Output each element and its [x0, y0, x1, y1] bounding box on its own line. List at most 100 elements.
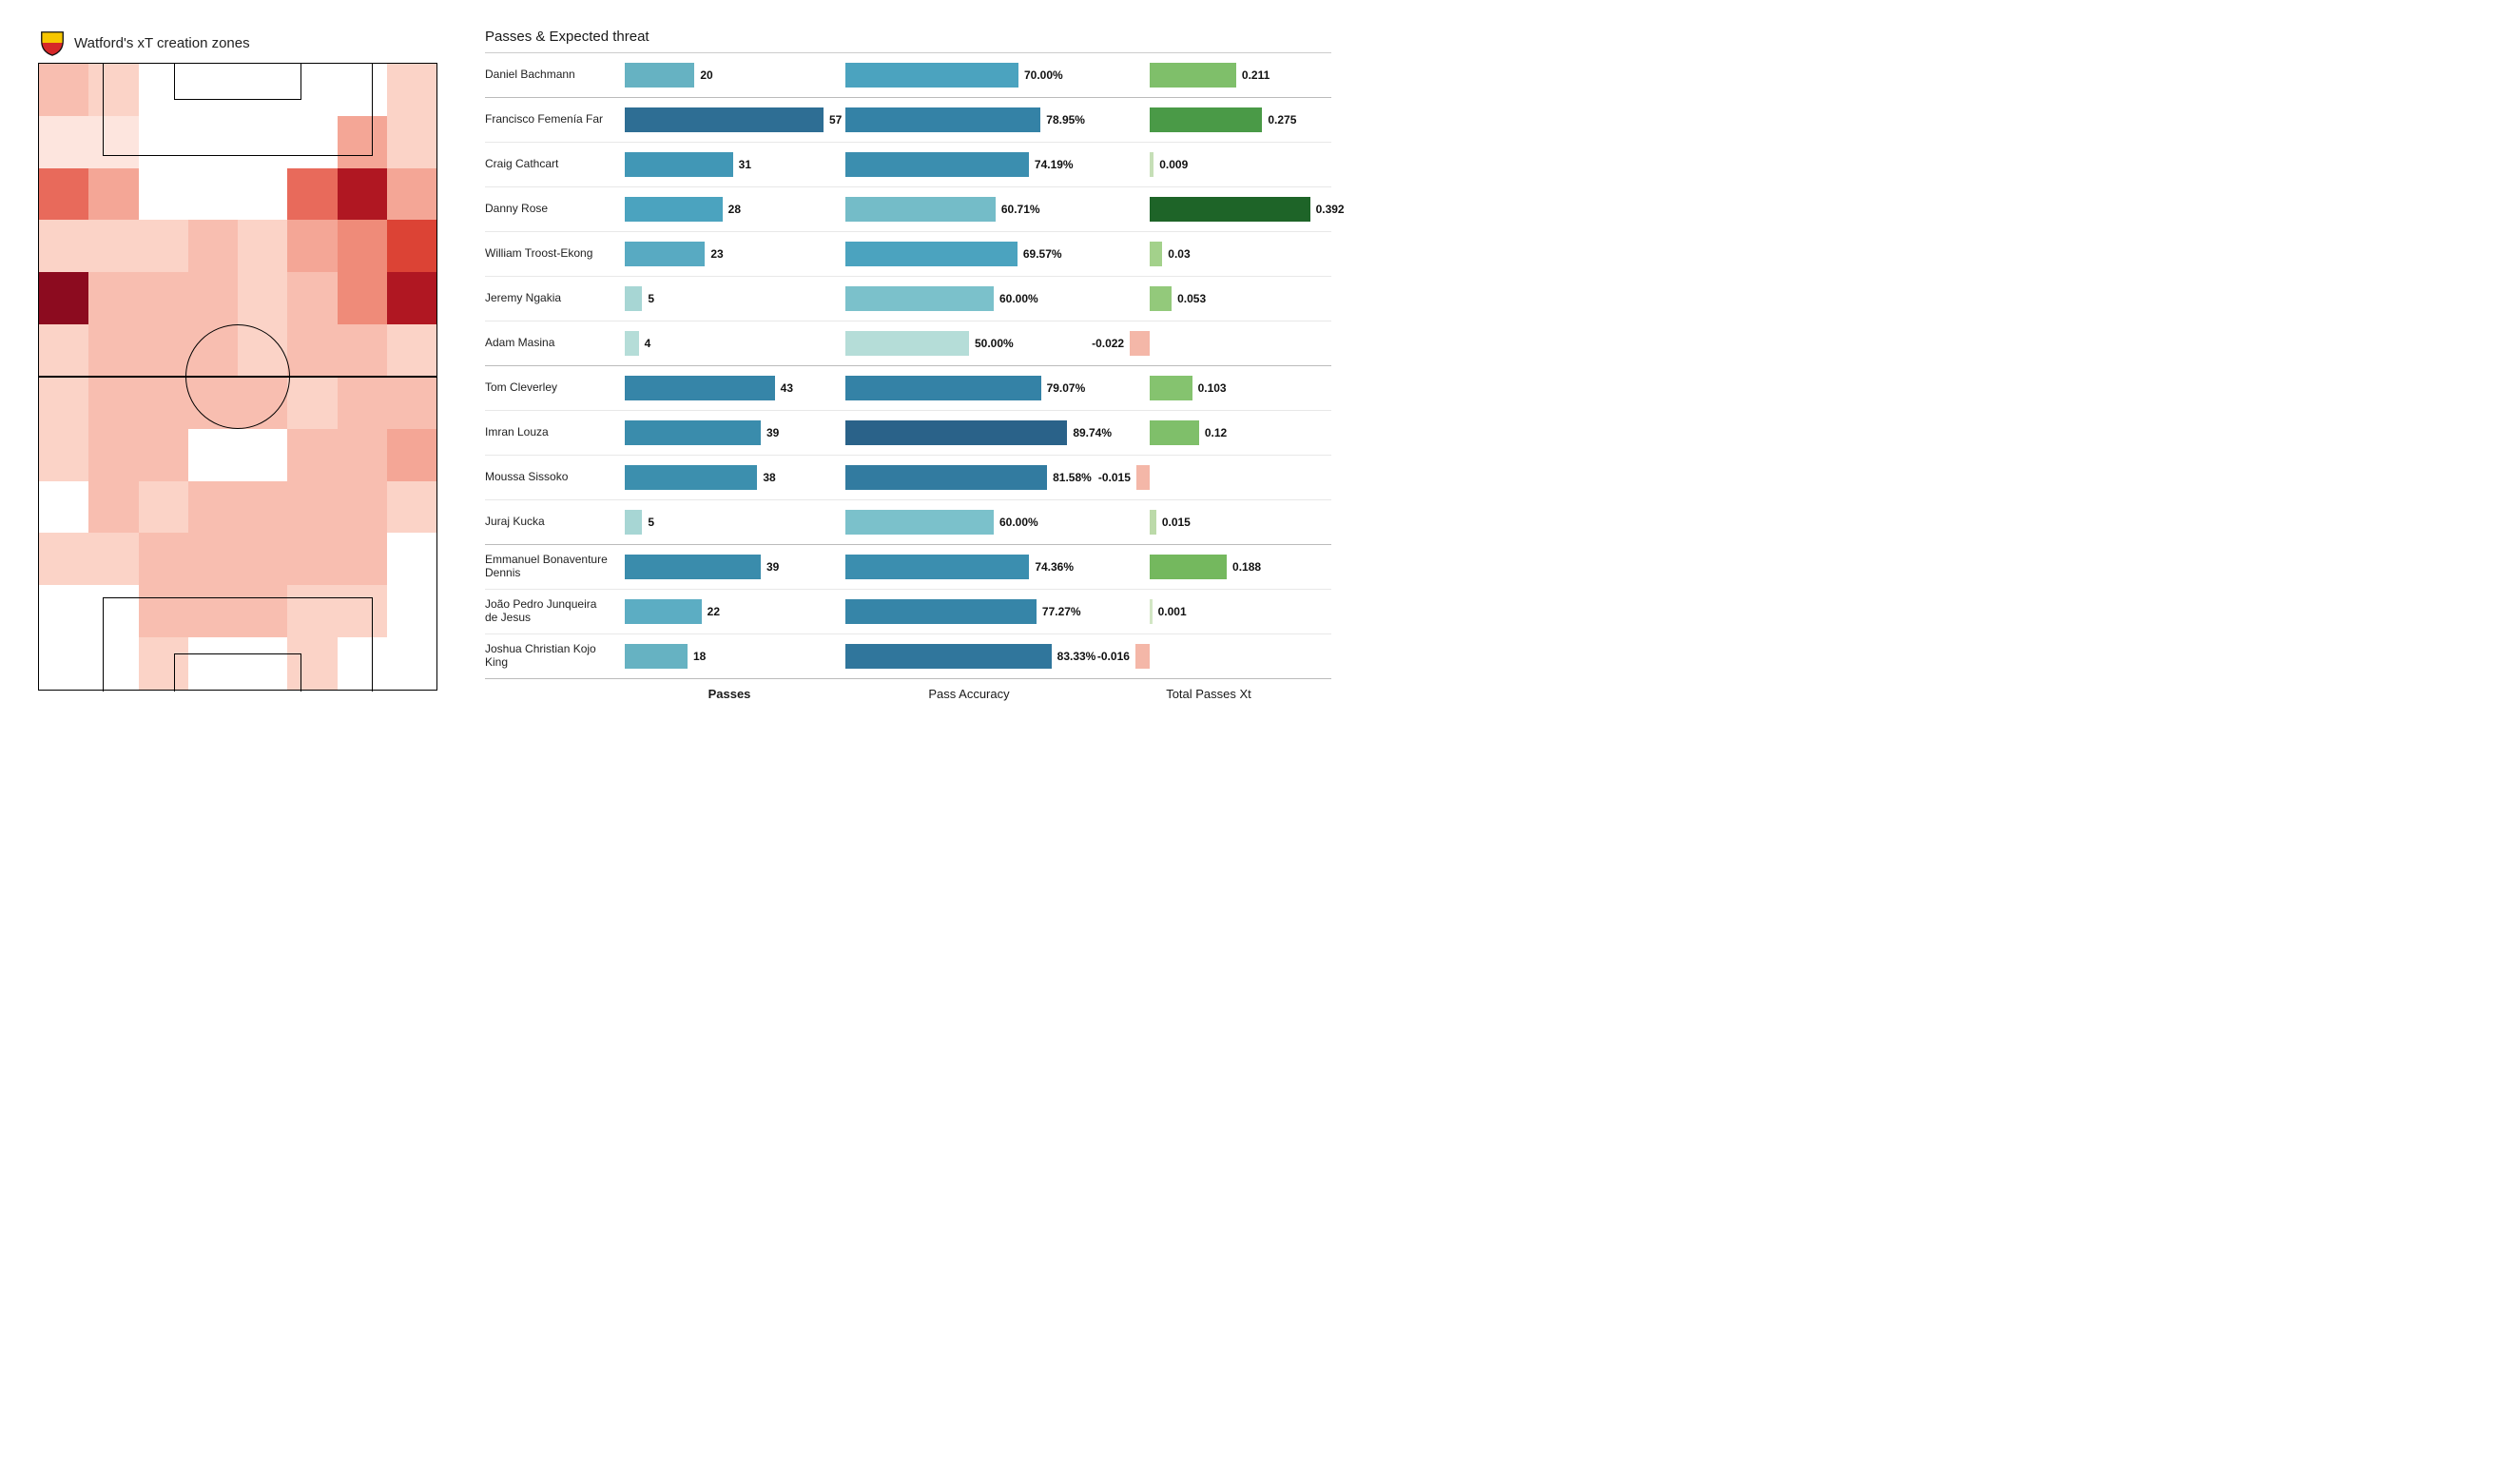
heatmap-cell	[188, 637, 238, 690]
heatmap-cell	[139, 324, 188, 377]
heatmap-cell	[188, 64, 238, 116]
passes-value: 28	[728, 203, 741, 216]
player-row: Daniel Bachmann2070.00%0.211	[485, 53, 1331, 98]
accuracy-bar: 83.33%	[845, 644, 1093, 669]
passes-value: 5	[648, 292, 654, 305]
passes-value: 57	[829, 113, 842, 127]
passes-value: 39	[766, 426, 779, 439]
accuracy-value: 60.00%	[999, 292, 1038, 305]
xt-value: 0.211	[1242, 68, 1270, 82]
heatmap-cell	[88, 168, 138, 221]
passes-value: 23	[710, 247, 723, 261]
accuracy-bar: 74.19%	[845, 152, 1093, 177]
heatmap-cell	[188, 324, 238, 377]
player-row: Jeremy Ngakia560.00%0.053	[485, 277, 1331, 322]
heatmap-cell	[139, 533, 188, 585]
heatmap-cell	[238, 377, 287, 429]
heatmap-cell	[238, 272, 287, 324]
heatmap-cell	[88, 324, 138, 377]
heatmap-cell	[287, 481, 337, 534]
accuracy-bar: 81.58%	[845, 465, 1093, 490]
accuracy-value: 77.27%	[1042, 605, 1081, 618]
xt-bar: -0.016	[1104, 644, 1313, 669]
heatmap-cell	[287, 64, 337, 116]
pitch-heatmap	[38, 63, 437, 691]
heatmap-cell	[238, 481, 287, 534]
heatmap-cell	[338, 64, 387, 116]
passes-value: 43	[781, 381, 793, 395]
heatmap-cell	[188, 429, 238, 481]
accuracy-bar: 69.57%	[845, 242, 1093, 266]
xt-value: -0.016	[1097, 650, 1130, 663]
player-name: Danny Rose	[485, 203, 613, 216]
heatmap-cell	[188, 533, 238, 585]
xt-value: 0.001	[1158, 605, 1187, 618]
passes-bar: 20	[625, 63, 834, 88]
heatmap-cell	[39, 481, 88, 534]
passes-value: 31	[739, 158, 751, 171]
heatmap-cell	[139, 429, 188, 481]
heatmap-cell	[39, 533, 88, 585]
passes-bar: 22	[625, 599, 834, 624]
passes-bar: 18	[625, 644, 834, 669]
heatmap-cell	[287, 533, 337, 585]
heatmap-cell	[188, 481, 238, 534]
player-name: Joshua Christian Kojo King	[485, 643, 613, 670]
heatmap-grid	[39, 64, 436, 690]
heatmap-cell	[338, 637, 387, 690]
heatmap-cell	[238, 429, 287, 481]
accuracy-bar: 50.00%	[845, 331, 1093, 356]
accuracy-bar: 79.07%	[845, 376, 1093, 400]
axis-labels: Passes Pass Accuracy Total Passes Xt	[485, 687, 1331, 701]
passes-value: 5	[648, 516, 654, 529]
heatmap-header: Watford's xT creation zones	[38, 29, 447, 57]
accuracy-value: 74.19%	[1035, 158, 1074, 171]
heatmap-cell	[387, 533, 436, 585]
heatmap-cell	[338, 585, 387, 637]
player-name: Daniel Bachmann	[485, 68, 613, 82]
heatmap-cell	[139, 220, 188, 272]
heatmap-cell	[139, 637, 188, 690]
heatmap-cell	[39, 220, 88, 272]
player-row: Juraj Kucka560.00%0.015	[485, 500, 1331, 545]
accuracy-bar: 60.71%	[845, 197, 1093, 222]
heatmap-cell	[287, 168, 337, 221]
player-name: Moussa Sissoko	[485, 471, 613, 484]
heatmap-cell	[238, 324, 287, 377]
player-name: Emmanuel Bonaventure Dennis	[485, 554, 613, 580]
xt-bar: 0.03	[1104, 242, 1313, 266]
heatmap-cell	[88, 64, 138, 116]
player-row: Moussa Sissoko3881.58%-0.015	[485, 456, 1331, 500]
heatmap-cell	[387, 64, 436, 116]
axis-label-accuracy: Pass Accuracy	[845, 687, 1093, 701]
accuracy-value: 69.57%	[1023, 247, 1062, 261]
player-row: Francisco Femenía Far5778.95%0.275	[485, 98, 1331, 143]
heatmap-cell	[188, 168, 238, 221]
xt-value: -0.022	[1092, 337, 1124, 350]
heatmap-title: Watford's xT creation zones	[74, 35, 250, 51]
heatmap-cell	[188, 220, 238, 272]
heatmap-cell	[338, 220, 387, 272]
passes-value: 18	[693, 650, 706, 663]
accuracy-value: 74.36%	[1035, 560, 1074, 574]
passes-bar: 38	[625, 465, 834, 490]
xt-value: 0.188	[1232, 560, 1261, 574]
team-badge-icon	[38, 29, 67, 57]
heatmap-cell	[188, 272, 238, 324]
heatmap-cell	[188, 377, 238, 429]
passes-bar: 31	[625, 152, 834, 177]
heatmap-cell	[387, 481, 436, 534]
heatmap-cell	[139, 64, 188, 116]
player-name: Jeremy Ngakia	[485, 292, 613, 305]
player-row: Craig Cathcart3174.19%0.009	[485, 143, 1331, 187]
passes-bar: 39	[625, 420, 834, 445]
accuracy-bar: 77.27%	[845, 599, 1093, 624]
xt-bar: 0.275	[1104, 107, 1313, 132]
heatmap-cell	[287, 637, 337, 690]
accuracy-value: 79.07%	[1047, 381, 1086, 395]
xt-value: 0.392	[1316, 203, 1345, 216]
heatmap-cell	[139, 116, 188, 168]
heatmap-cell	[39, 272, 88, 324]
player-row: João Pedro Junqueira de Jesus2277.27%0.0…	[485, 590, 1331, 634]
heatmap-cell	[338, 168, 387, 221]
